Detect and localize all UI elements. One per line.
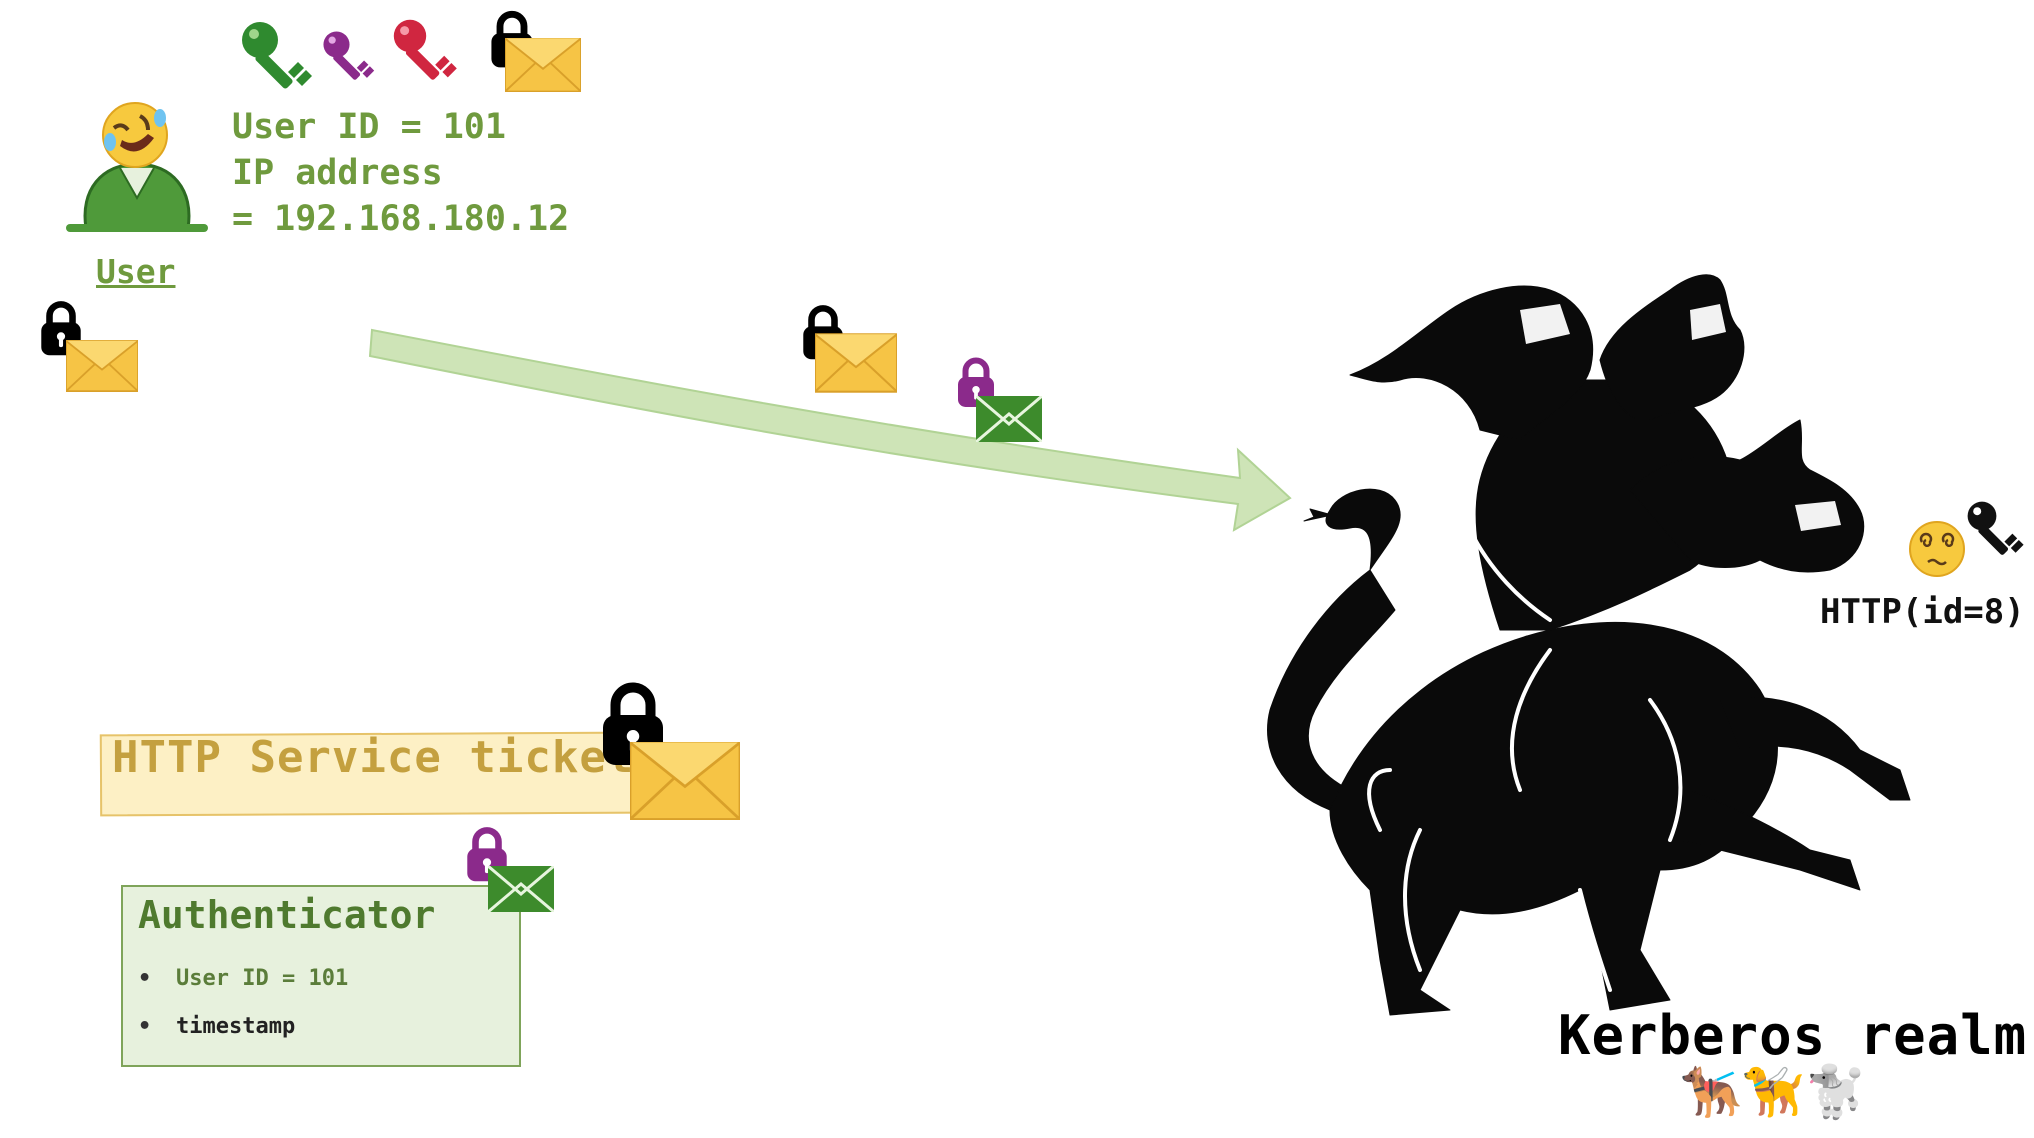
kerberos-realm-label: Kerberos realm	[1558, 1004, 2028, 1067]
purple-key-icon	[323, 31, 375, 81]
dizzy-face-icon	[1908, 520, 1966, 578]
user-info: User ID = 101 IP address = 192.168.180.12	[232, 104, 569, 242]
green-envelope-icon	[488, 866, 554, 912]
authenticator-list: User ID = 101 timestamp	[138, 955, 348, 1051]
yellow-envelope-icon	[505, 38, 581, 92]
green-envelope-icon	[976, 396, 1042, 442]
ip-address-line: IP address	[232, 153, 443, 193]
user-id-line: User ID = 101	[232, 107, 506, 147]
authenticator-user-id: User ID = 101	[176, 966, 349, 991]
user-label: User	[96, 252, 176, 291]
list-item: timestamp	[138, 1003, 348, 1051]
black-key-icon	[1967, 501, 2024, 556]
service-ticket-label: HTTP Service ticket	[112, 732, 635, 783]
yellow-envelope-icon	[66, 340, 138, 392]
list-item: User ID = 101	[138, 955, 348, 1003]
yellow-envelope-icon	[815, 333, 897, 393]
realm-dogs-emoji: 🐕‍🦺🦮🐩	[1680, 1063, 1867, 1121]
cerberus-icon	[1267, 274, 1911, 1016]
red-key-icon	[393, 19, 457, 81]
rolling-on-floor-laughing-icon	[100, 100, 170, 170]
authenticator-title: Authenticator	[138, 893, 436, 937]
green-key-icon	[242, 22, 312, 90]
yellow-envelope-icon	[630, 742, 740, 820]
http-service-label: HTTP(id=8)	[1820, 592, 2025, 632]
authenticator-timestamp: timestamp	[176, 1014, 296, 1039]
ip-address-value: = 192.168.180.12	[232, 199, 570, 239]
request-arrow	[368, 328, 1292, 532]
